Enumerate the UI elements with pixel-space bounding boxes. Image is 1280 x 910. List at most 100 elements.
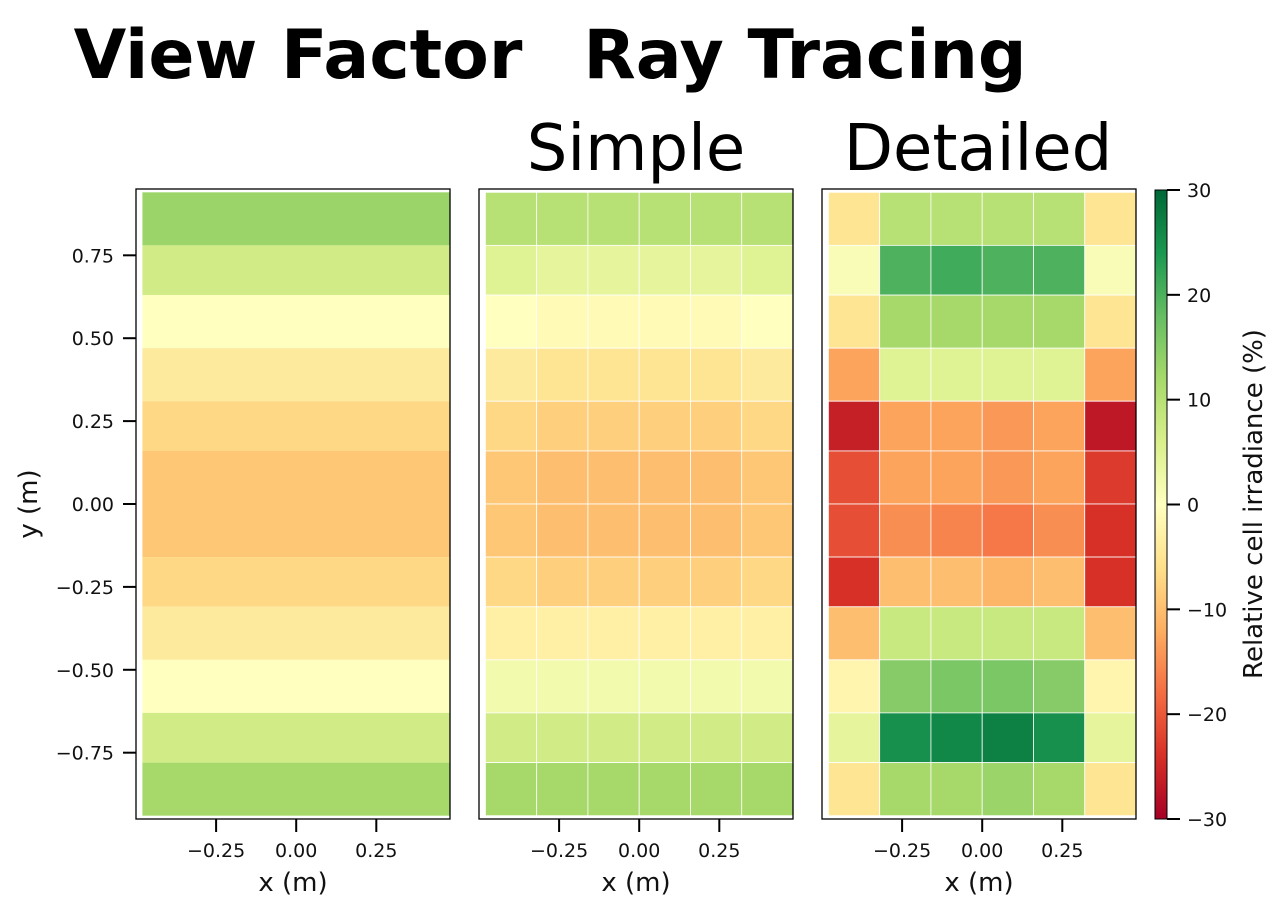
heatmap-cell [690,450,743,505]
heatmap-cell [1084,503,1137,558]
colorbar-tick-label: 0 [1187,495,1199,517]
heatmap-cell [1084,762,1137,817]
heatmap-cell [1033,244,1086,296]
heatmap-cell [1033,762,1086,817]
heatmap-cell [741,712,794,764]
x-axis-label: x (m) [258,868,327,898]
heatmap-cell [485,556,538,608]
panel-view-factor: −0.25 0.00 0.25 x (m) 0.75 0.50 0.25 0.00 −0.25 −… [56,188,451,898]
heatmap-cell [638,712,691,764]
heatmap-cell [930,191,983,246]
heatmap-cell [1033,503,1086,558]
heatmap-cell [981,556,1034,608]
heatmap-cell [638,659,691,714]
x-tick-label: 0.00 [618,840,660,862]
heatmap-cell [690,712,743,764]
heatmap-cell [690,400,743,452]
heatmap-cell [828,606,881,661]
heatmap-cell [142,557,451,607]
heatmap-cell [587,191,640,246]
heatmap-cell [485,450,538,505]
heatmap-cell [828,244,881,296]
heatmap-cell [981,294,1034,349]
heatmap-cell [879,556,932,608]
colorbar-gradient [1154,189,1168,820]
y-tick-label: −0.25 [56,577,114,599]
heatmap-cell [828,503,881,558]
heatmap-cell [142,659,451,713]
colorbar: 30 20 10 0 −10 −20 −30 Relative cell irradianc… [1154,180,1269,831]
heatmap-cell [690,191,743,246]
heatmap-cell [638,450,691,505]
heatmap-cell [741,400,794,452]
heatmap-cell [638,294,691,349]
heatmap-cell [981,503,1034,558]
heatmap-cell [485,294,538,349]
heatmap-cell [142,712,451,763]
heatmap-cell [536,347,589,402]
x-tick-label: −0.25 [187,840,245,862]
heatmap-cell [638,347,691,402]
heatmap-cell [879,191,932,246]
heatmap-cell [879,762,932,817]
heatmap-cell [930,347,983,402]
heatmap-cell [536,762,589,817]
x-tick-label: 0.25 [698,840,740,862]
heatmap-cell [1033,606,1086,661]
heatmap-cell [587,659,640,714]
heatmap-cell [1033,712,1086,764]
heatmap-cell [741,556,794,608]
heatmap-cell [485,347,538,402]
heatmap-cell [485,400,538,452]
heatmap-cell [1084,400,1137,452]
heatmap-cell [142,401,451,451]
axes-frame [478,188,794,820]
colorbar-tick-label: −30 [1187,809,1227,831]
heatmap-cell [930,294,983,349]
heatmap-cell [638,762,691,817]
heatmap-cell [1033,556,1086,608]
heatmap-cell [1084,450,1137,505]
heatmap-cell [981,712,1034,764]
heatmap-cell [828,659,881,714]
x-tick-label: 0.00 [275,840,317,862]
heatmap-cell [879,294,932,349]
heatmap-cell [981,659,1034,714]
heatmap-cell [741,191,794,246]
y-tick-label: 0.25 [72,411,114,433]
y-axis-label: y (m) [14,469,44,538]
heatmap-cell [587,294,640,349]
heatmap-cell [485,244,538,296]
heatmap-cell [690,606,743,661]
heatmap-cell [536,294,589,349]
heatmap-cell [536,659,589,714]
heatmap-cell [930,503,983,558]
heatmap-cell [485,191,538,246]
heatmap-cell [638,191,691,246]
heatmap-cell [930,556,983,608]
colorbar-tick-label: 10 [1187,390,1211,412]
colorbar-tick-label: 30 [1187,180,1211,202]
heatmap-cell [879,400,932,452]
y-tick-label: 0.75 [72,245,114,267]
y-tick-label: −0.50 [56,660,114,682]
heatmap-cell [879,450,932,505]
heatmap-cell [828,762,881,817]
heatmap-cell [1033,400,1086,452]
heatmap-cell [587,450,640,505]
subheading-simple: Simple [527,112,746,186]
heatmap-cell [879,606,932,661]
heatmap-cell [741,762,794,817]
heatmap-cell [981,191,1034,246]
heatmap-cell [981,450,1034,505]
y-tick-label: −0.75 [56,743,114,765]
heatmap-cell [638,556,691,608]
heatmap-cell [930,606,983,661]
y-tick-label: 0.00 [72,494,114,516]
axes-frame [821,188,1137,820]
heading-ray-tracing: Ray Tracing [583,16,1026,95]
heatmap-cell [536,503,589,558]
heatmap-cell [1084,712,1137,764]
panel-detailed: −0.25 0.00 0.25 x (m) [821,188,1137,898]
heatmap-cell [485,503,538,558]
